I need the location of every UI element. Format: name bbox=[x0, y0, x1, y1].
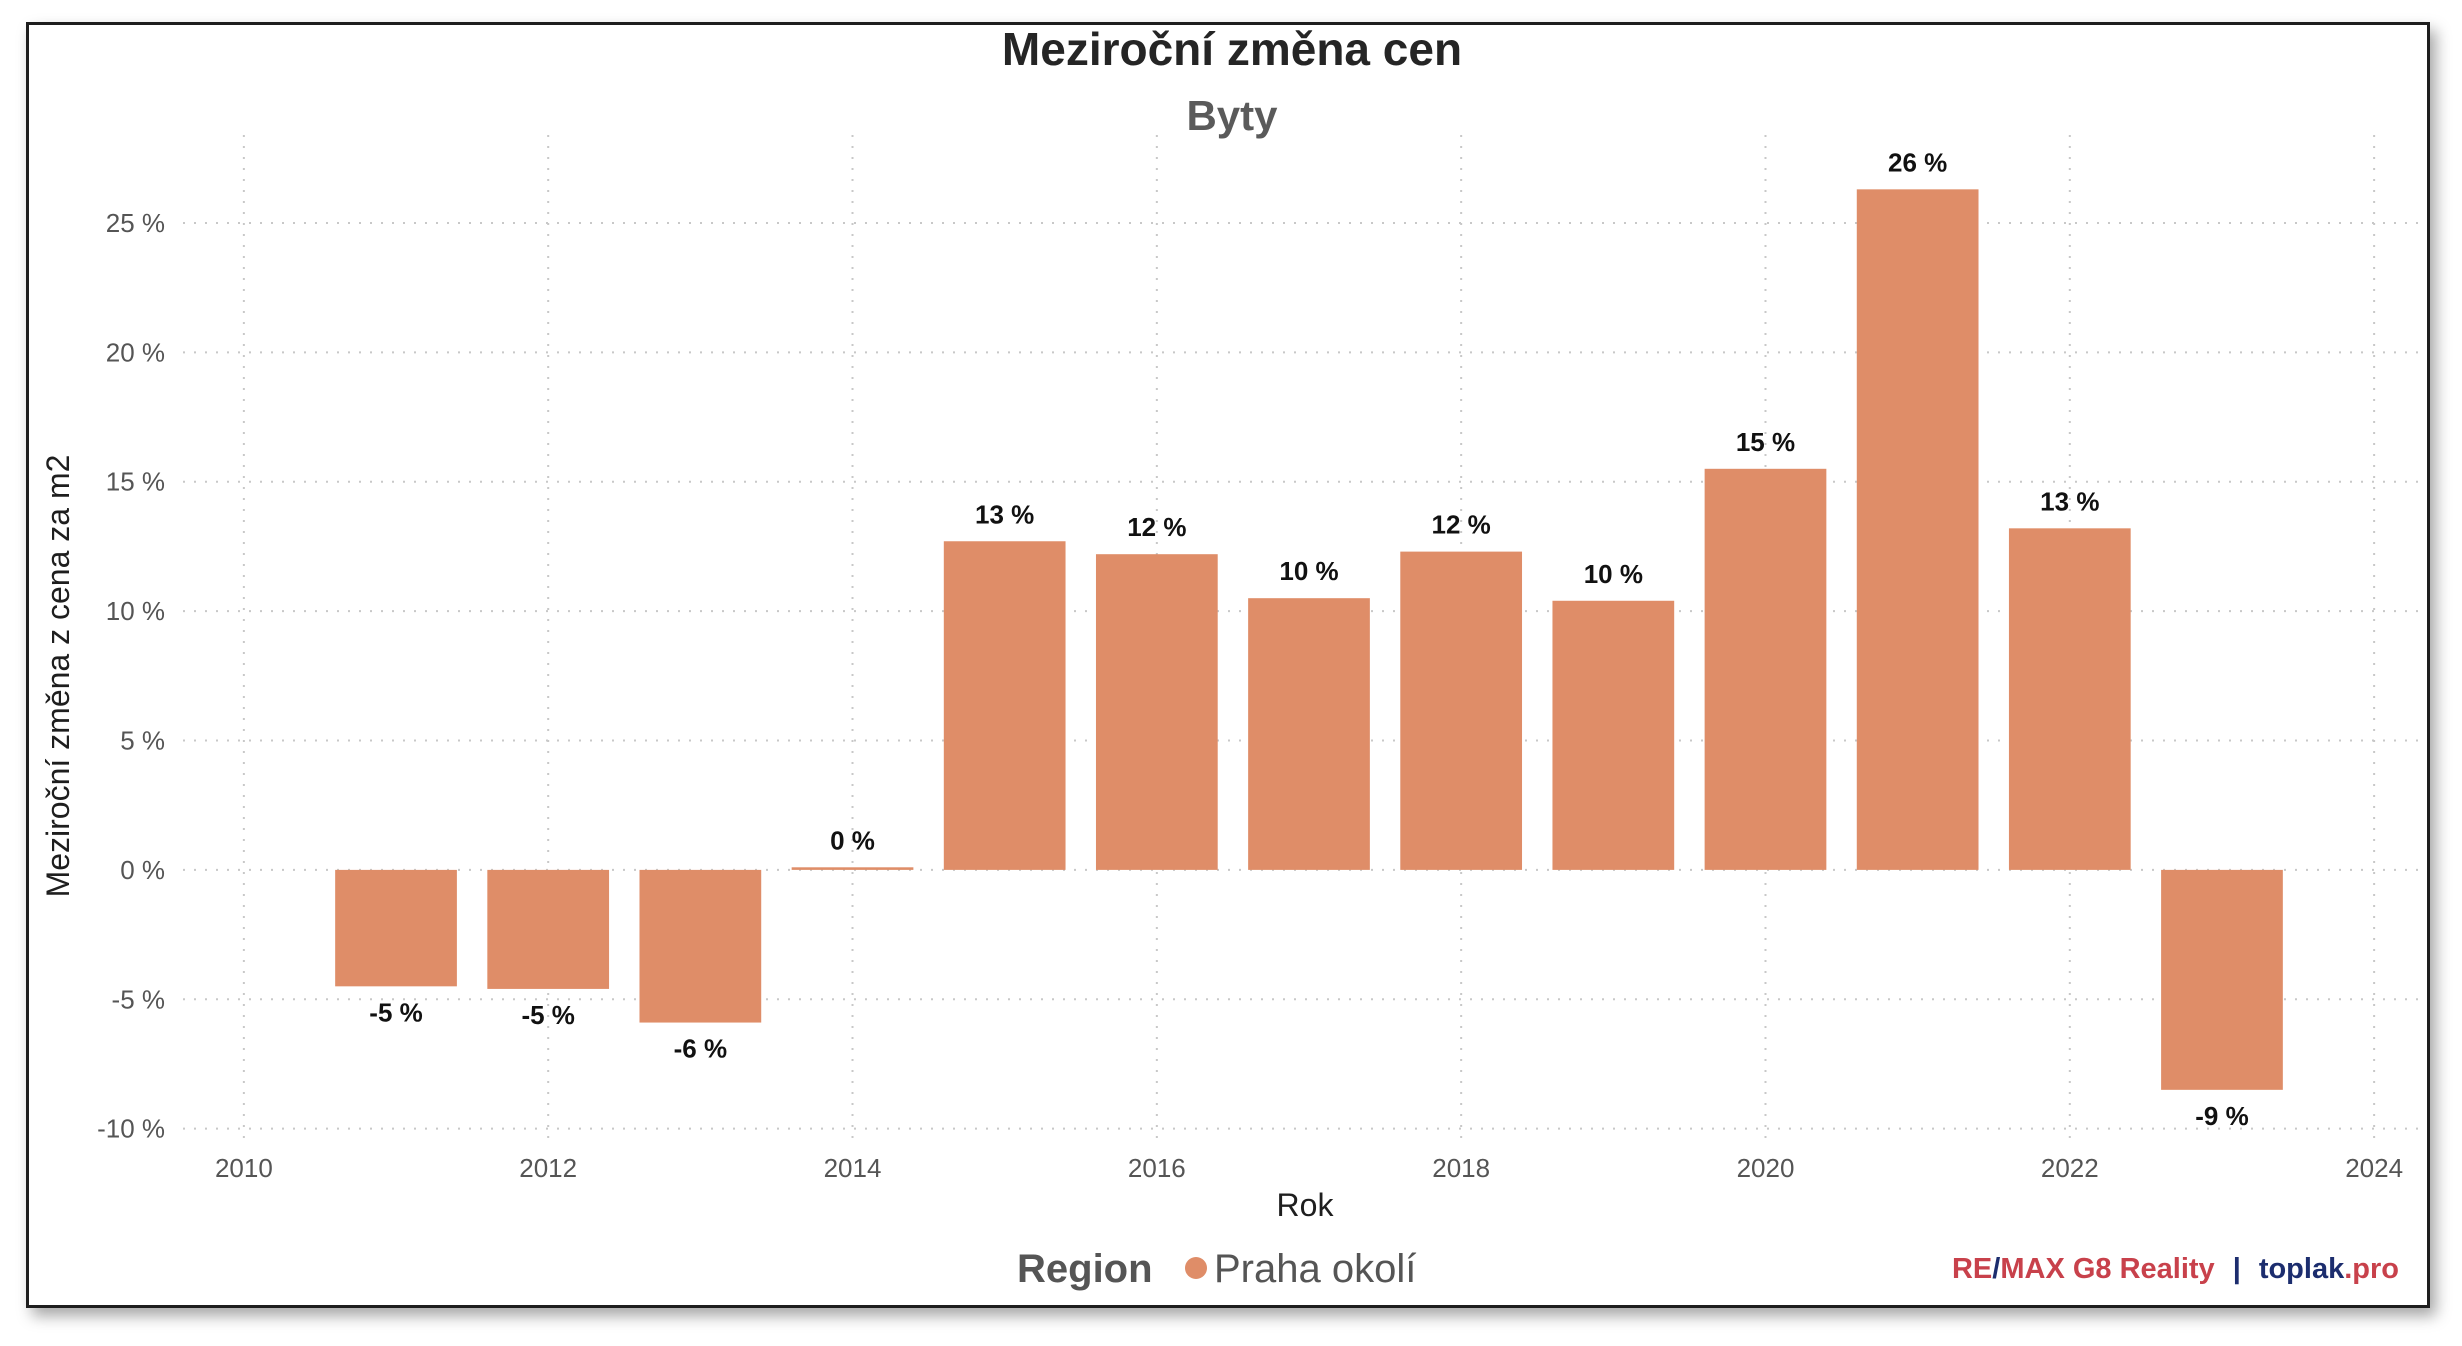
data-label-2019: 10 % bbox=[1584, 559, 1643, 589]
legend-title: Region bbox=[1017, 1247, 1153, 1291]
data-label-2012: -5 % bbox=[521, 1000, 574, 1030]
y-tick-label: 20 % bbox=[106, 337, 165, 367]
bar-2015 bbox=[943, 541, 1066, 870]
bar-2016 bbox=[1095, 554, 1218, 870]
y-tick-label: 0 % bbox=[120, 855, 165, 885]
bar-2017 bbox=[1248, 598, 1370, 870]
data-label-2016: 12 % bbox=[1127, 512, 1186, 542]
bar-2020 bbox=[1704, 468, 1827, 870]
x-tick-label: 2022 bbox=[2041, 1153, 2099, 1183]
data-label-2020: 15 % bbox=[1736, 427, 1795, 457]
credit-slash: / bbox=[1992, 1253, 2000, 1285]
bar-2018 bbox=[1400, 551, 1523, 870]
legend-item-praha-okoli: Praha okolí bbox=[1214, 1247, 1416, 1291]
bar-2013 bbox=[639, 869, 762, 1023]
y-tick-label: 5 % bbox=[120, 726, 165, 756]
data-label-2022: 13 % bbox=[2040, 486, 2099, 516]
data-labels: -5 % -5 % -6 % 0 % 13 % 12 % 10 % 12 % 10 % 15 % 2… bbox=[369, 147, 2248, 1130]
bars bbox=[335, 189, 2283, 1090]
x-tick-label: 2018 bbox=[1432, 1153, 1490, 1183]
bar-2019 bbox=[1552, 600, 1675, 870]
x-axis-title: Rok bbox=[1277, 1187, 1335, 1223]
y-tick-label: 10 % bbox=[106, 596, 165, 626]
chart-frame: Meziroční změna cen Byty -10 % -5 % 0 % 5 %… bbox=[26, 22, 2430, 1308]
y-axis-title: Meziroční změna z cena za m2 bbox=[40, 455, 76, 898]
x-axis-ticks: 2010 2012 2014 2016 2018 2020 2022 2024 bbox=[215, 1153, 2403, 1183]
chart-subtitle: Byty bbox=[1186, 92, 1278, 139]
x-tick-label: 2010 bbox=[215, 1153, 273, 1183]
credit-toplak: toplak bbox=[2259, 1253, 2345, 1285]
bar-2011 bbox=[335, 869, 457, 987]
x-tick-label: 2012 bbox=[519, 1153, 577, 1183]
data-label-2018: 12 % bbox=[1432, 510, 1491, 540]
credit-pro: .pro bbox=[2344, 1253, 2399, 1285]
chart: Meziroční změna cen Byty -10 % -5 % 0 % 5 %… bbox=[40, 25, 2427, 1291]
y-tick-label: 25 % bbox=[106, 208, 165, 238]
y-tick-label: 15 % bbox=[106, 467, 165, 497]
y-tick-label: -10 % bbox=[97, 1114, 165, 1144]
y-axis-ticks: -10 % -5 % 0 % 5 % 10 % 15 % 20 % 25 % bbox=[97, 208, 165, 1144]
data-label-2011: -5 % bbox=[369, 997, 422, 1027]
data-label-2021: 26 % bbox=[1888, 147, 1947, 177]
credit-max: MAX G8 Reality bbox=[2000, 1253, 2214, 1285]
bar-2012 bbox=[487, 869, 610, 989]
data-label-2017: 10 % bbox=[1279, 556, 1338, 586]
x-tick-label: 2020 bbox=[1737, 1153, 1795, 1183]
bar-2023 bbox=[2161, 869, 2283, 1090]
x-tick-label: 2016 bbox=[1128, 1153, 1186, 1183]
x-tick-label: 2024 bbox=[2345, 1153, 2403, 1183]
legend: Region Praha okolí bbox=[1017, 1247, 1416, 1291]
bar-2022 bbox=[2008, 528, 2131, 870]
credit-separator: | bbox=[2233, 1253, 2241, 1285]
legend-swatch bbox=[1185, 1257, 1207, 1279]
bar-2021 bbox=[1856, 189, 1979, 870]
data-label-2015: 13 % bbox=[975, 499, 1034, 529]
credit-re: RE bbox=[1952, 1253, 1992, 1285]
x-tick-label: 2014 bbox=[824, 1153, 882, 1183]
data-label-2023: -9 % bbox=[2195, 1101, 2248, 1131]
credit-text: RE/MAX G8 Reality | toplak.pro bbox=[1952, 1253, 2399, 1285]
chart-title: Meziroční změna cen bbox=[1002, 25, 1462, 75]
data-label-2014: 0 % bbox=[830, 825, 875, 855]
bar-2014 bbox=[791, 867, 914, 870]
data-label-2013: -6 % bbox=[674, 1034, 727, 1064]
y-tick-label: -5 % bbox=[112, 984, 165, 1014]
